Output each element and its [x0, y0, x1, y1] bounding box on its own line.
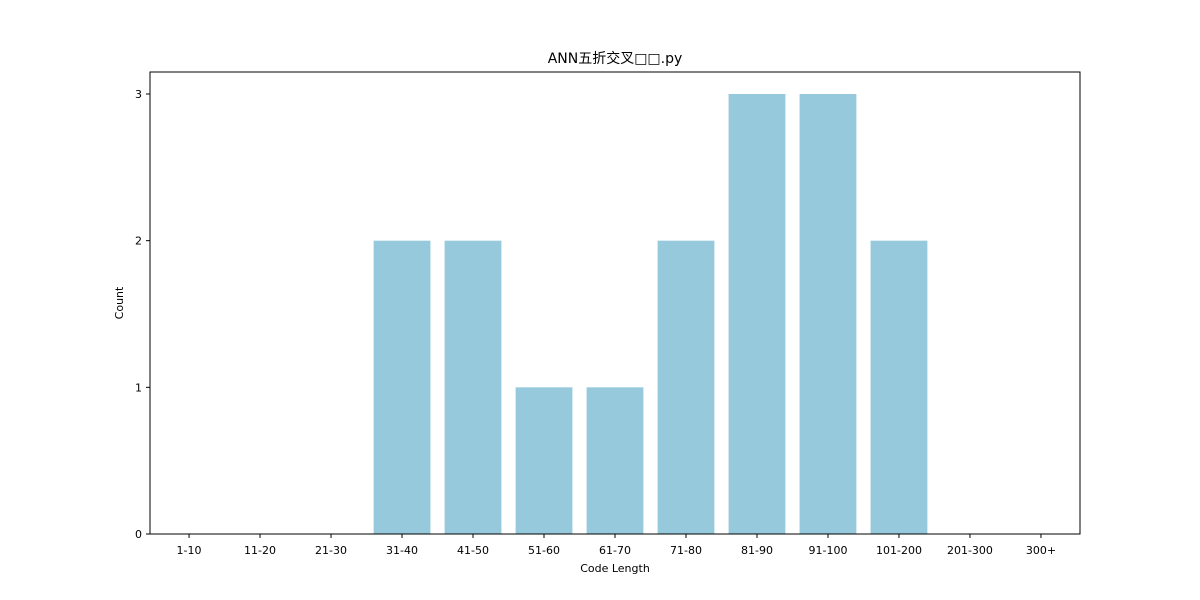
x-tick-label: 300+	[1026, 544, 1056, 557]
y-tick-label: 2	[135, 235, 142, 248]
x-tick-label: 11-20	[244, 544, 276, 557]
x-tick-label: 61-70	[599, 544, 631, 557]
y-tick-label: 0	[135, 528, 142, 541]
x-tick-label: 71-80	[670, 544, 702, 557]
bar-91-100	[799, 94, 857, 534]
x-tick-label: 1-10	[177, 544, 202, 557]
bar-101-200	[870, 240, 928, 534]
bar-51-60	[515, 387, 573, 534]
bar-61-70	[586, 387, 644, 534]
x-tick-label: 101-200	[876, 544, 922, 557]
x-axis-label: Code Length	[580, 562, 650, 575]
x-tick-label: 31-40	[386, 544, 418, 557]
y-axis: 0 1 2 3	[135, 88, 150, 541]
bars-group	[373, 94, 928, 534]
x-tick-label: 51-60	[528, 544, 560, 557]
x-tick-label: 41-50	[457, 544, 489, 557]
x-tick-label: 91-100	[808, 544, 847, 557]
y-tick-label: 1	[135, 381, 142, 394]
bar-41-50	[444, 240, 502, 534]
x-axis: 1-10 11-20 21-30 31-40 41-50 51-60 61-70 71-80 8…	[177, 534, 1056, 557]
x-tick-label: 21-30	[315, 544, 347, 557]
x-tick-label: 81-90	[741, 544, 773, 557]
y-tick-label: 3	[135, 88, 142, 101]
x-tick-label: 201-300	[947, 544, 993, 557]
bar-31-40	[373, 240, 431, 534]
chart-title: ANN五折交叉□□.py	[548, 50, 683, 67]
bar-71-80	[657, 240, 715, 534]
y-axis-label: Count	[113, 286, 126, 319]
bar-81-90	[728, 94, 786, 534]
